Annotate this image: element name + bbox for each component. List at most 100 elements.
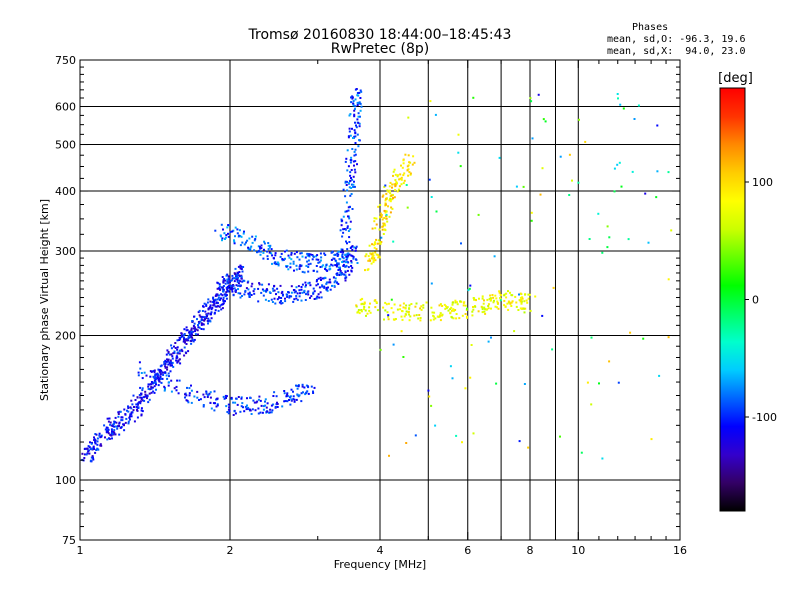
data-point (240, 397, 243, 400)
noise-point (449, 365, 452, 368)
data-point (191, 330, 194, 333)
data-point (206, 301, 209, 304)
data-point (216, 281, 219, 284)
data-point (391, 186, 393, 189)
data-point (283, 392, 286, 395)
data-point (402, 174, 405, 177)
data-point (346, 248, 349, 251)
data-point (387, 205, 389, 208)
data-point (197, 333, 199, 336)
data-point (176, 346, 179, 349)
data-point (348, 130, 351, 133)
data-point (348, 127, 351, 130)
data-point (445, 305, 447, 308)
data-point (223, 232, 226, 235)
y-axis-label: Stationary phase Virtual Height [km] (38, 199, 51, 401)
data-point (344, 253, 347, 256)
data-point (247, 248, 250, 251)
data-point (243, 243, 246, 246)
data-point (263, 240, 266, 243)
data-point (182, 340, 185, 343)
data-point (503, 294, 506, 297)
data-point (312, 255, 315, 258)
data-point (269, 244, 272, 247)
data-point (234, 235, 236, 238)
data-point (365, 314, 367, 317)
data-point (339, 229, 342, 232)
data-point (279, 255, 282, 258)
data-point (290, 258, 293, 261)
data-point (458, 317, 461, 320)
noise-point (430, 282, 433, 285)
data-point (353, 185, 356, 188)
data-point (487, 307, 490, 310)
data-point (108, 437, 110, 440)
data-point (276, 298, 279, 301)
data-point (303, 289, 306, 292)
data-point (216, 397, 219, 400)
data-point (305, 384, 308, 387)
data-point (465, 308, 468, 311)
data-point (130, 411, 133, 414)
noise-point (571, 179, 573, 182)
data-point (98, 432, 101, 435)
data-point (134, 399, 137, 401)
noise-point (495, 382, 498, 385)
data-point (351, 178, 354, 181)
data-point (341, 248, 344, 251)
noise-point (389, 197, 392, 200)
data-point (292, 300, 295, 303)
data-point (146, 397, 148, 400)
data-point (326, 289, 329, 292)
data-point (287, 291, 290, 294)
data-point (226, 288, 229, 290)
data-point (217, 309, 220, 312)
data-point (466, 316, 468, 319)
data-point (289, 262, 292, 265)
data-point (309, 296, 311, 299)
data-point (91, 455, 94, 458)
data-point (196, 318, 198, 321)
data-point (290, 291, 293, 294)
data-point (364, 269, 366, 272)
noise-point (380, 236, 383, 239)
data-point (311, 254, 314, 256)
data-point (497, 307, 500, 310)
data-point (168, 375, 170, 378)
data-point (271, 301, 274, 303)
data-point (107, 428, 110, 431)
data-point (360, 309, 363, 311)
data-point (233, 410, 236, 413)
data-point (357, 101, 360, 104)
noise-point (402, 356, 405, 358)
data-point (385, 215, 387, 218)
data-point (286, 395, 289, 397)
data-point (230, 279, 233, 282)
data-point (350, 156, 353, 159)
data-point (248, 294, 251, 297)
noise-point (667, 336, 670, 339)
data-point (398, 185, 401, 188)
data-point (507, 300, 510, 303)
data-point (235, 277, 238, 279)
noise-point (414, 434, 417, 437)
noise-point (577, 181, 580, 184)
data-point (147, 385, 150, 388)
data-point (224, 238, 226, 240)
data-point (295, 384, 297, 387)
data-point (236, 278, 239, 281)
data-point (304, 285, 307, 288)
data-point (484, 312, 487, 315)
noise-point (430, 196, 433, 198)
data-point (271, 287, 274, 290)
data-point (285, 265, 288, 268)
data-point (213, 303, 216, 306)
data-point (346, 256, 349, 258)
data-point (243, 230, 245, 233)
data-point (395, 181, 398, 184)
data-point (169, 370, 172, 373)
data-point (348, 236, 351, 239)
data-point (272, 403, 275, 406)
noise-point (388, 454, 390, 457)
data-point (156, 372, 159, 375)
